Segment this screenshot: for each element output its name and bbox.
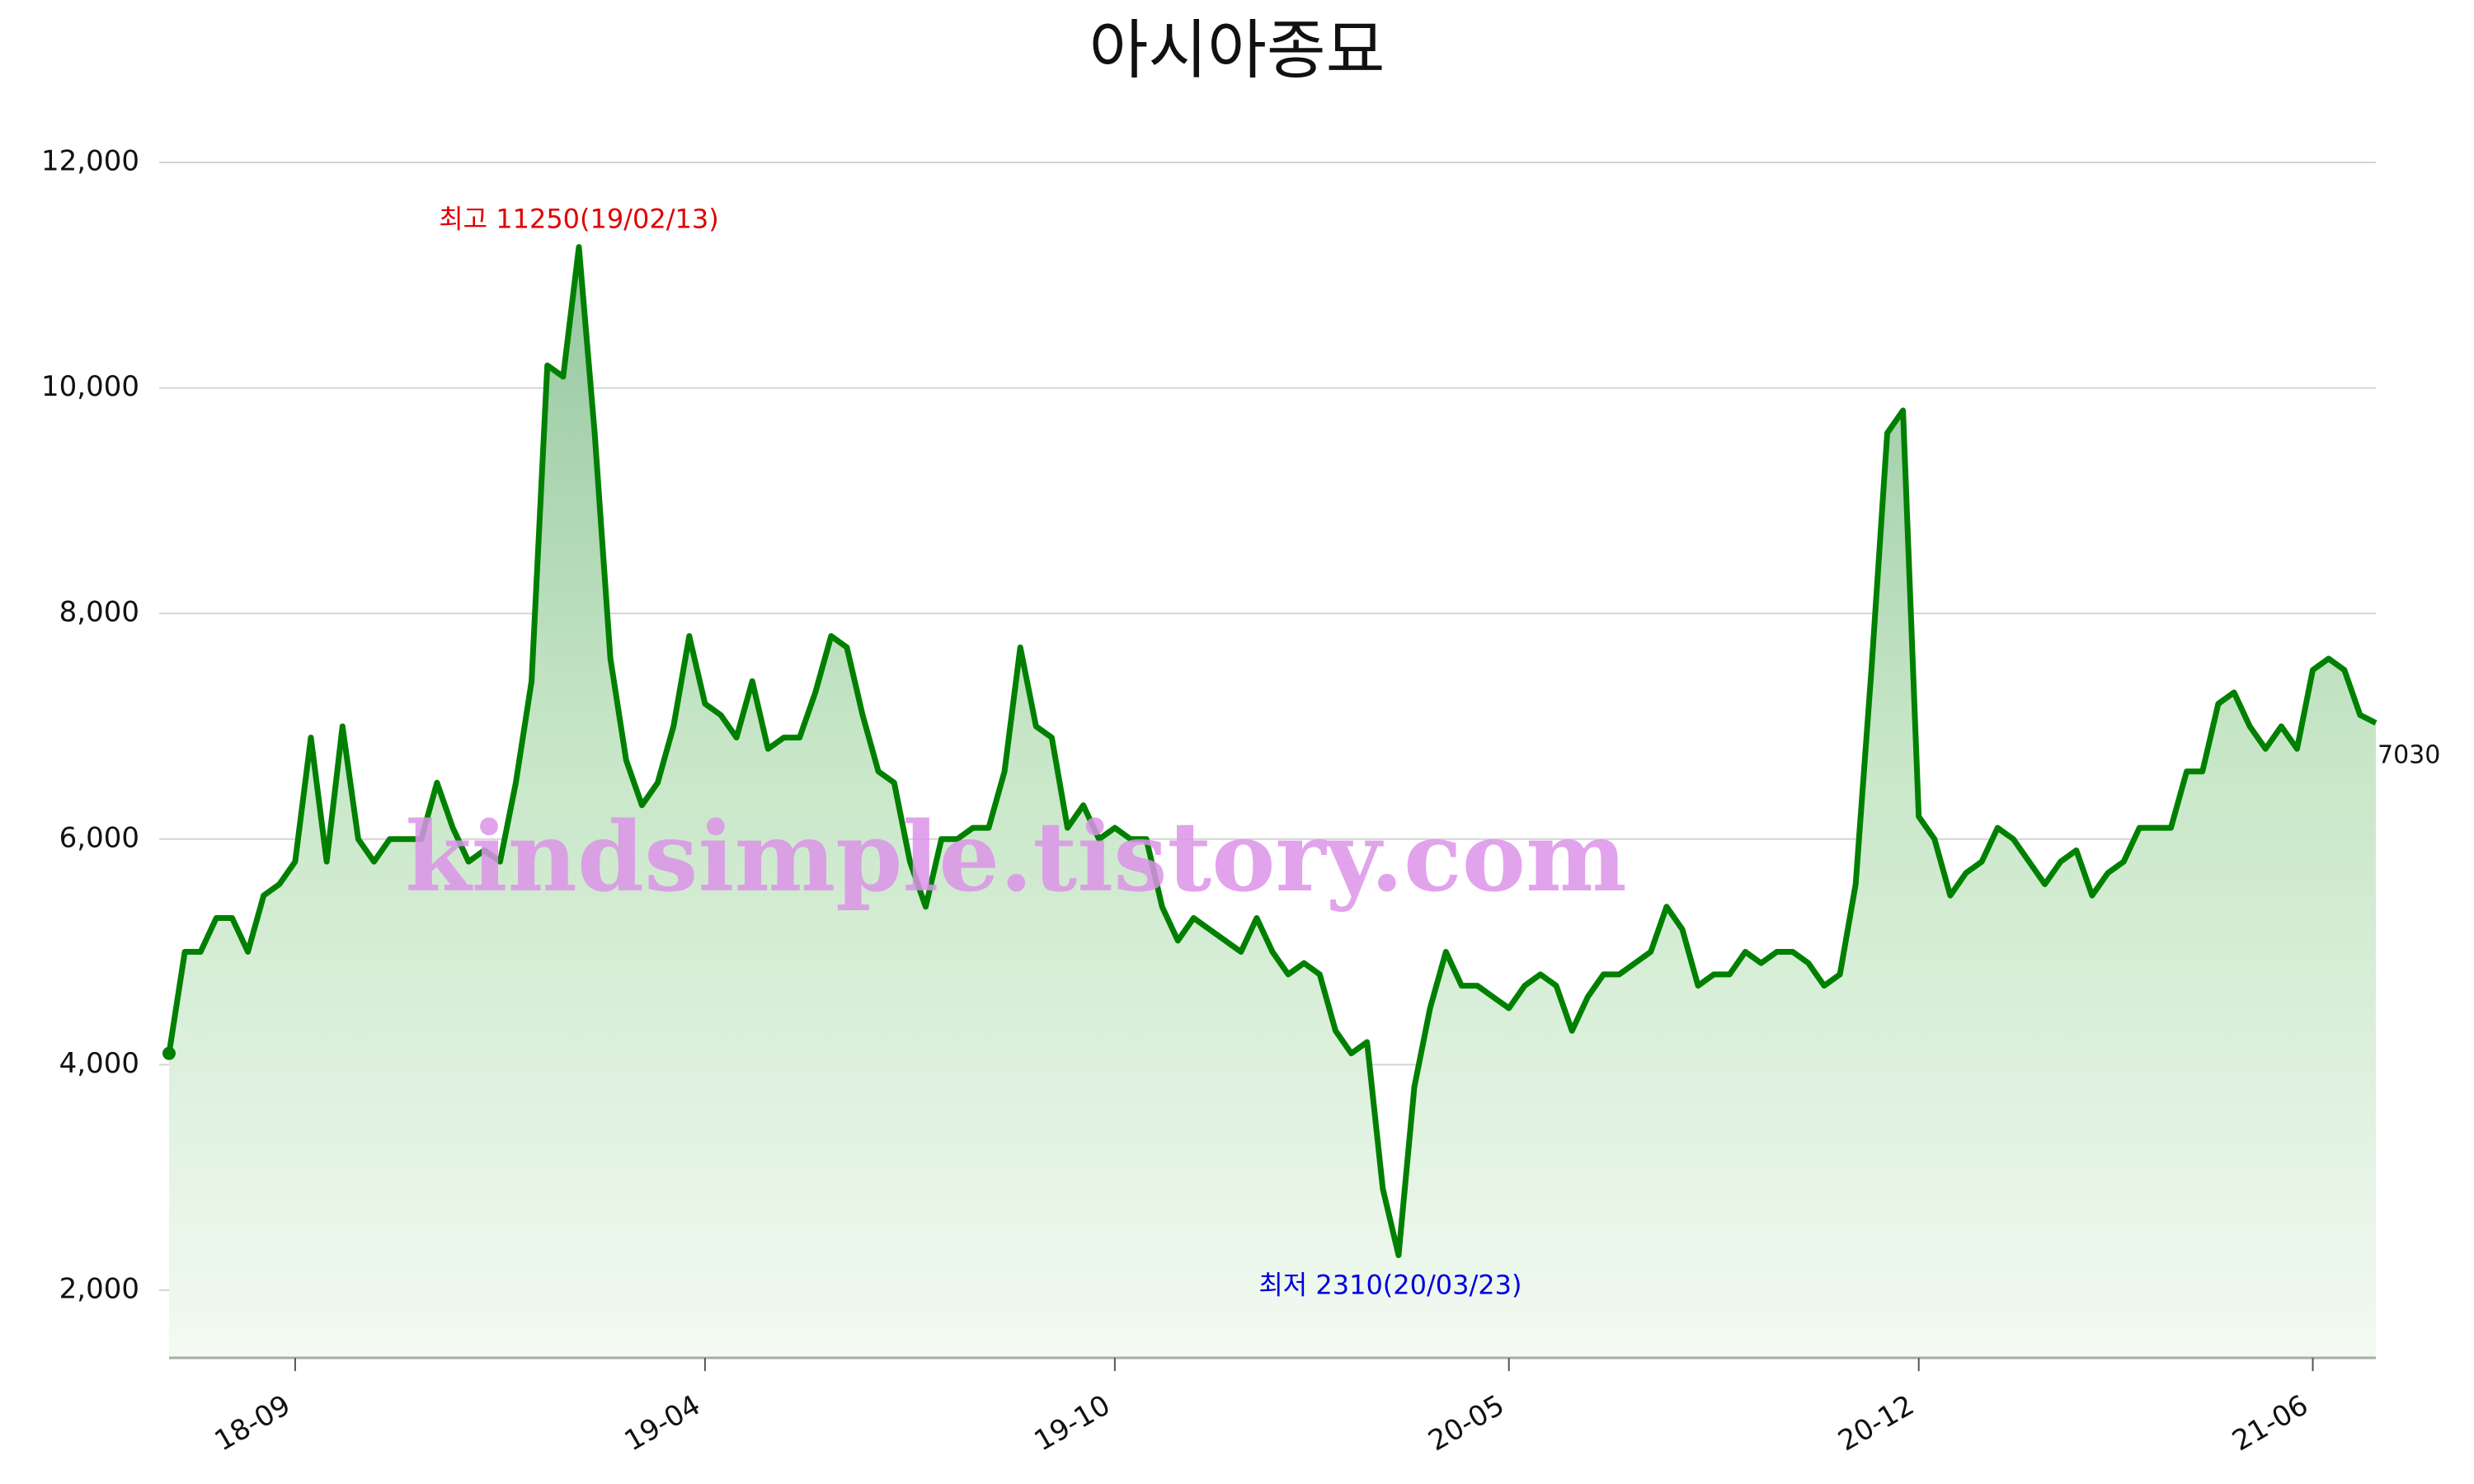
price-line bbox=[166, 244, 2378, 1258]
x-tick-label: 21-06 bbox=[2227, 1388, 2314, 1458]
y-tick-label: 6,000 bbox=[59, 821, 139, 854]
last-value-label: 7030 bbox=[2378, 740, 2440, 769]
min-annotation: 최저 2310(20/03/23) bbox=[1258, 1270, 1522, 1301]
x-tick-label: 19-10 bbox=[1029, 1388, 1117, 1458]
y-tick-label: 4,000 bbox=[59, 1047, 139, 1080]
x-tick-label: 20-12 bbox=[1832, 1388, 1920, 1458]
area-fill bbox=[169, 247, 2376, 1359]
x-tick-label: 19-04 bbox=[619, 1388, 707, 1458]
start-dot bbox=[162, 1046, 176, 1060]
y-tick-label: 10,000 bbox=[41, 370, 139, 403]
y-tick-label: 2,000 bbox=[59, 1272, 139, 1305]
x-tick-label: 18-09 bbox=[209, 1388, 297, 1458]
y-tick-label: 8,000 bbox=[59, 596, 139, 629]
x-tick-label: 20-05 bbox=[1423, 1388, 1510, 1458]
watermark: kindsimple.tistory.com bbox=[405, 801, 1627, 913]
chart-title: 아시아종묘 bbox=[1089, 13, 1385, 87]
y-tick-label: 12,000 bbox=[41, 145, 139, 178]
max-annotation: 최고 11250(19/02/13) bbox=[439, 204, 719, 235]
